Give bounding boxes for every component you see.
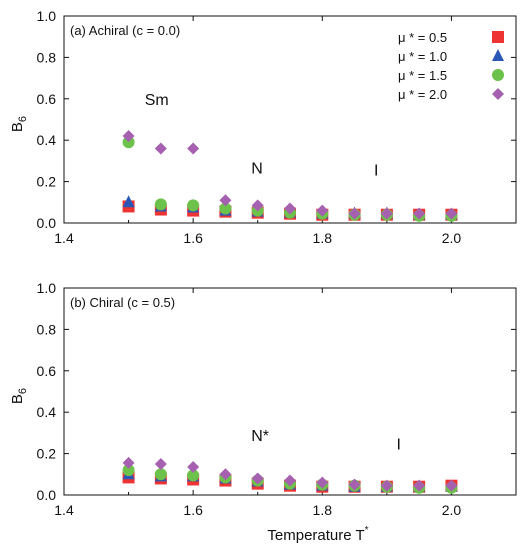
panel-b-frame [63, 287, 517, 496]
x-tick-label: 1.4 [54, 502, 74, 518]
x-tick-label: 1.8 [313, 502, 333, 518]
phase-label: Sm [145, 92, 169, 109]
data-point-a-s2 [187, 199, 200, 212]
data-point-a-s3 [445, 207, 458, 220]
data-point-a-s3 [348, 207, 361, 220]
panel-a-annotations: Sm N I [145, 92, 379, 179]
panel-a-ticks: 1.4 1.6 1.8 2.0 0.0 0.2 0.4 0.6 0.8 1.0 [37, 8, 516, 246]
y-tick-label: 0.8 [37, 321, 57, 337]
x-axis-label: Temperature T* [267, 525, 368, 544]
y-tick-label: 0.6 [37, 91, 57, 107]
panel-b-title: (b) Chiral (c = 0.5) [70, 295, 175, 310]
data-point-a-s2 [154, 198, 167, 211]
phase-label: I [397, 436, 401, 453]
phase-label: N* [251, 428, 269, 445]
data-point-a-s3 [251, 199, 264, 212]
panel-a: (a) Achiral (c = 0.0) B6 1.4 1.6 1.8 2.0 0.0… [9, 8, 517, 246]
data-point-a-s3 [380, 207, 393, 220]
panel-b-markers [122, 456, 458, 494]
panel-b-ylabel: B6 [9, 388, 29, 404]
x-tick-label: 1.6 [183, 230, 203, 246]
legend-label-3: μ * = 2.0 [398, 87, 447, 102]
panel-a-ylabel: B6 [9, 116, 29, 132]
legend-label-2: μ * = 1.5 [398, 68, 447, 83]
data-point-b-s3 [284, 474, 296, 487]
y-tick-label: 0.6 [37, 363, 57, 379]
data-point-b-s2 [122, 464, 135, 477]
legend-marker-1 [492, 49, 504, 61]
panel-b: (b) Chiral (c = 0.5) B6 1.4 1.6 1.8 2.0 0.0 0… [9, 280, 517, 518]
data-point-a-s3 [316, 204, 329, 217]
data-point-a-s1 [122, 195, 135, 208]
y-tick-label: 1.0 [37, 8, 57, 24]
data-point-a-s3 [122, 130, 135, 143]
panel-a-frame [63, 15, 517, 224]
legend: μ * = 0.5 μ * = 1.0 μ * = 1.5 μ * = 2.0 [398, 30, 504, 102]
legend-label-1: μ * = 1.0 [398, 49, 447, 64]
data-point-b-s3 [413, 479, 426, 492]
phase-label: I [374, 162, 378, 179]
legend-label-0: μ * = 0.5 [398, 30, 447, 45]
legend-marker-2 [492, 69, 504, 81]
y-tick-label: 0.4 [37, 404, 57, 420]
data-point-a-s2 [219, 202, 232, 215]
data-point-a-s3 [154, 142, 167, 155]
y-tick-label: 0.2 [37, 446, 57, 462]
y-tick-label: 1.0 [37, 280, 57, 296]
data-point-b-s3 [348, 478, 361, 491]
data-point-b-s3 [316, 476, 329, 489]
data-point-a-s2 [122, 136, 135, 149]
y-tick-label: 0.2 [37, 174, 57, 190]
panel-b-annotations: N* I [251, 428, 401, 453]
y-tick-label: 0.0 [37, 487, 57, 503]
data-point-a-s3 [187, 142, 200, 155]
panel-a-title: (a) Achiral (c = 0.0) [70, 23, 180, 38]
data-point-b-s3 [219, 468, 232, 481]
panel-a-markers [122, 130, 458, 222]
data-point-b-s2 [154, 468, 167, 481]
x-tick-label: 2.0 [442, 230, 462, 246]
data-point-b-s2 [187, 469, 200, 482]
panel-b-ticks: 1.4 1.6 1.8 2.0 0.0 0.2 0.4 0.6 0.8 1.0 [37, 280, 516, 518]
data-point-a-s3 [219, 194, 232, 207]
y-tick-label: 0.4 [37, 132, 57, 148]
legend-markers [492, 31, 504, 100]
y-tick-label: 0.0 [37, 215, 57, 231]
legend-marker-3 [492, 88, 504, 100]
data-point-a-s3 [284, 202, 296, 215]
data-point-b-s3 [122, 456, 135, 469]
data-point-b-s3 [251, 472, 264, 485]
data-point-b-s3 [445, 479, 458, 492]
data-point-b-s3 [154, 457, 167, 470]
x-tick-label: 1.8 [313, 230, 333, 246]
data-point-b-s3 [380, 479, 393, 492]
data-point-a-s3 [413, 207, 426, 220]
phase-label: N [251, 160, 263, 177]
legend-marker-0 [492, 31, 504, 43]
x-tick-label: 1.6 [183, 502, 203, 518]
data-point-b-s3 [187, 461, 200, 474]
x-tick-label: 2.0 [442, 502, 462, 518]
x-tick-label: 1.4 [54, 230, 74, 246]
y-tick-label: 0.8 [37, 49, 57, 65]
